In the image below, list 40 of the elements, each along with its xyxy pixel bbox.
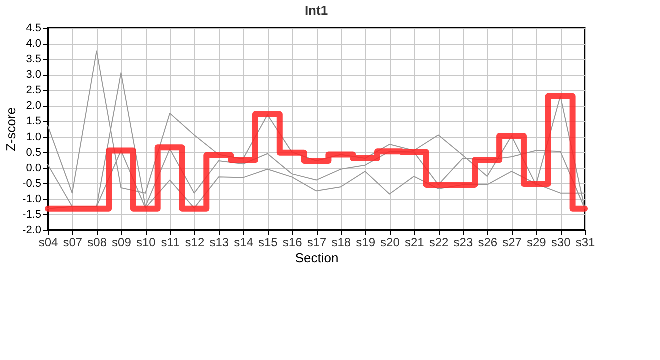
y-tick-label: 4.5 [26,22,42,34]
y-tick-label: 0.0 [26,162,42,174]
x-tick-label: s07 [63,236,83,250]
x-tick-label: s14 [234,236,254,250]
y-tick-label: 3.0 [26,69,42,82]
x-tick-label: s11 [161,236,180,250]
y-tick-label: 3.5 [26,54,42,66]
x-tick-label: s27 [502,236,522,250]
x-axis-title: Section [295,250,339,266]
y-axis-title: Z-score [4,107,19,152]
x-tick-label: s29 [527,236,547,250]
x-tick-label: s15 [258,236,278,250]
y-tick-label: -0.5 [22,178,42,190]
y-tick-label: -1.0 [22,193,42,206]
x-tick-label: s19 [356,236,376,250]
x-tick-label: s22 [429,236,450,250]
x-tick-label: s09 [112,236,132,250]
y-tick-label: 4.0 [26,38,42,50]
x-tick-label: s21 [404,236,425,250]
y-tick-label: 2.0 [26,100,42,112]
x-tick-label: s10 [136,236,156,250]
y-tick-label: -1.5 [22,208,42,221]
y-tick-label: -2.0 [22,224,42,236]
x-tick-label: s08 [88,236,108,250]
x-tick-label: s26 [478,236,498,250]
x-tick-label: s18 [332,236,352,250]
chart-title: Int1 [304,3,328,18]
y-tick-label: 2.5 [26,84,42,97]
x-tick-label: s23 [454,236,474,250]
x-tick-label: s31 [576,236,596,250]
x-tick-label: s13 [210,236,230,250]
y-tick-label: 1.0 [26,131,42,144]
x-tick-label: s12 [185,236,205,250]
x-tick-label: s30 [551,236,572,250]
y-tick-label: 0.5 [26,146,42,159]
x-tick-label: s04 [38,236,58,250]
x-tick-label: s17 [307,236,327,250]
y-tick-label: 1.5 [26,116,42,128]
x-tick-label: s16 [282,236,303,250]
x-tick-label: s20 [380,236,400,250]
